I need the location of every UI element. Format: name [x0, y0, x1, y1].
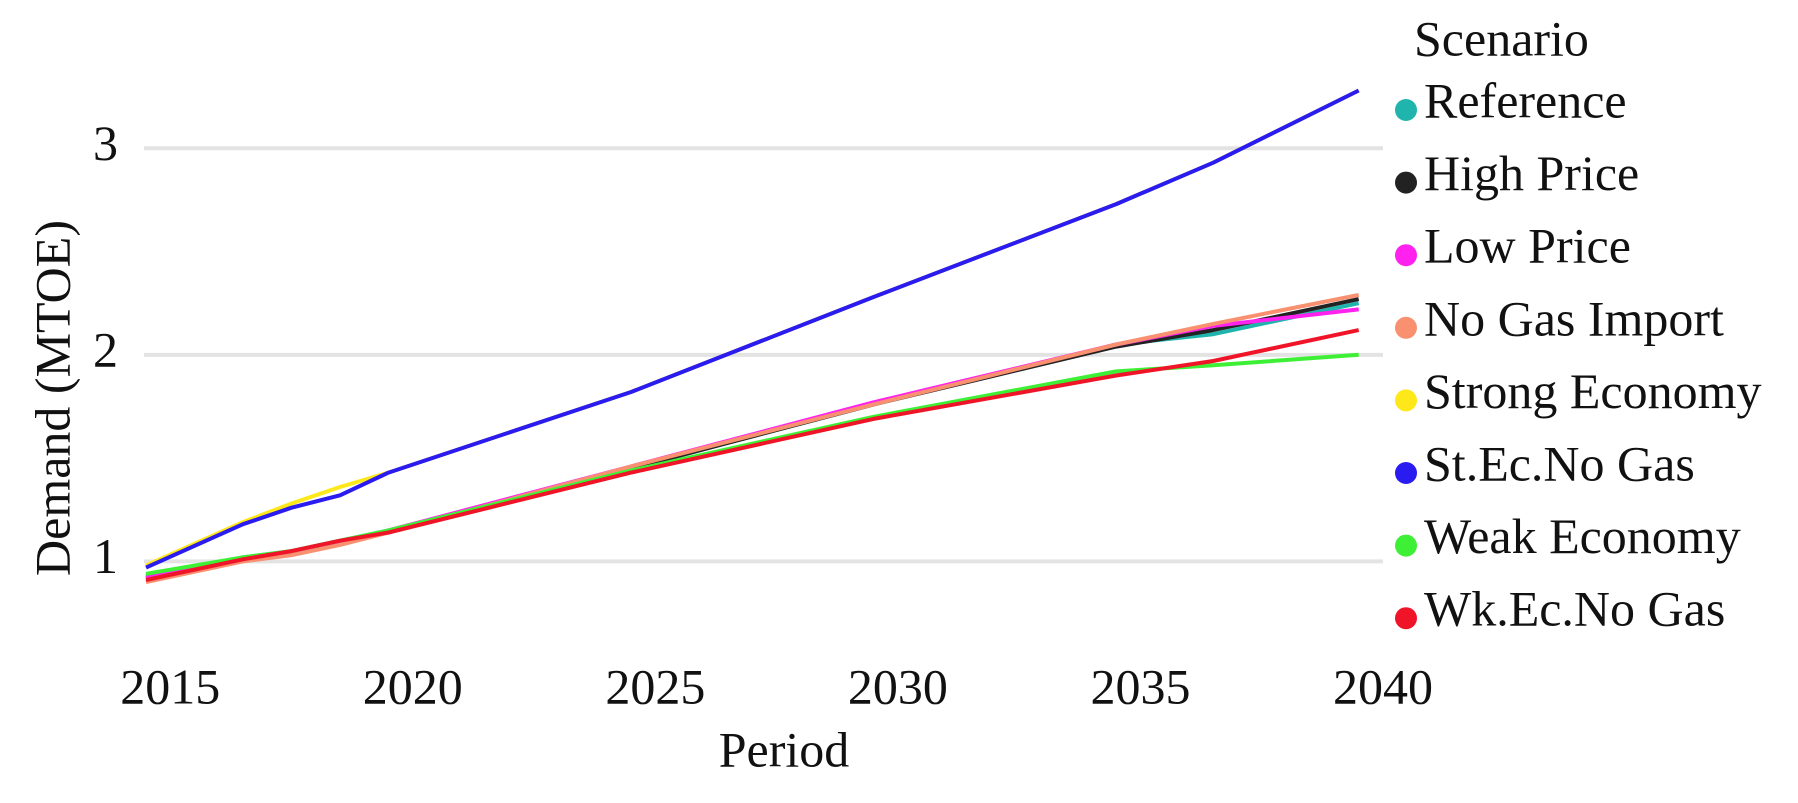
x-tick-label: 2025	[605, 658, 705, 714]
x-tick-label: 2040	[1333, 658, 1433, 714]
x-tick-label: 2030	[848, 658, 948, 714]
x-tick-label: 2020	[363, 658, 463, 714]
series-line	[145, 328, 1360, 582]
x-tick-label: 2035	[1090, 658, 1190, 714]
series-line	[145, 88, 1360, 570]
legend-title: Scenario	[1414, 10, 1589, 66]
legend-marker	[1395, 607, 1417, 630]
legend-label: Reference	[1424, 72, 1627, 128]
legend-label: No Gas Import	[1424, 290, 1724, 346]
y-tick-label: 3	[93, 115, 118, 171]
legend-label: Low Price	[1424, 218, 1631, 274]
x-axis-label: Period	[719, 721, 850, 777]
legend-label: Weak Economy	[1424, 508, 1741, 564]
legend-marker	[1395, 389, 1417, 412]
x-tick-label: 2015	[120, 658, 220, 714]
y-tick-label: 2	[93, 321, 118, 377]
legend-marker	[1395, 316, 1417, 339]
legend-marker	[1395, 171, 1417, 194]
y-axis-label: Demand (MTOE)	[24, 220, 80, 576]
legend-label: Wk.Ec.No Gas	[1424, 581, 1725, 637]
series-line	[145, 352, 1359, 576]
legend-label: Strong Economy	[1424, 363, 1761, 419]
legend-marker	[1395, 462, 1417, 484]
legend-marker	[1395, 244, 1417, 267]
y-tick-label: 1	[93, 528, 118, 584]
series-line	[145, 88, 1360, 568]
legend-marker	[1395, 534, 1417, 557]
series-line	[145, 297, 1360, 580]
legend-label: High Price	[1424, 145, 1639, 201]
legend-marker	[1395, 99, 1417, 121]
legend-label: St.Ec.No Gas	[1424, 435, 1695, 491]
